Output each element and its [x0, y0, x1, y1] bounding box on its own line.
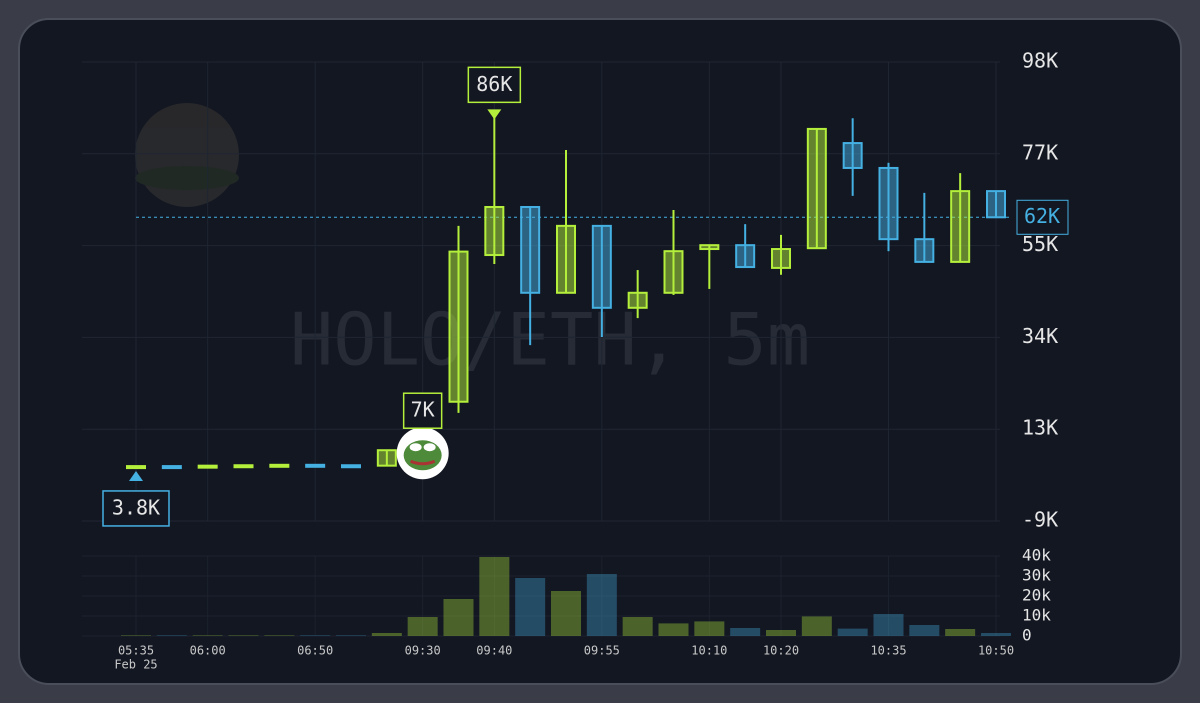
trade-icon-eye — [423, 443, 436, 452]
watermark: HOLO/ETH, 5m — [290, 298, 810, 382]
volume-bar — [766, 630, 796, 636]
marker-box — [402, 392, 443, 429]
candle-body — [735, 244, 756, 269]
volume-bar — [837, 628, 868, 636]
y-tick-label: 98K — [1022, 49, 1058, 73]
y-tick-label: -9K — [1022, 508, 1058, 532]
candle-body — [556, 224, 576, 294]
candle-body — [950, 190, 971, 263]
candle-body — [627, 291, 648, 309]
volume-tick-label: 0 — [1022, 626, 1032, 645]
y-tick-label: 77K — [1022, 140, 1058, 164]
candle-body — [197, 464, 218, 469]
volume-bar — [873, 614, 904, 636]
candle-body — [806, 127, 827, 250]
x-tick-label: 10:35 — [870, 644, 906, 658]
volume-tick-label: 30k — [1022, 566, 1051, 585]
high-marker — [487, 109, 502, 120]
volume-bar — [909, 625, 940, 636]
volume-tick-label: 20k — [1022, 586, 1051, 605]
candle-body — [269, 463, 290, 468]
candle-body — [591, 224, 612, 309]
volume-bar — [371, 633, 402, 636]
candle-body — [771, 248, 791, 269]
volume-bar — [300, 635, 331, 636]
volume-bar — [407, 617, 438, 636]
y-tick-label: 13K — [1022, 416, 1058, 440]
volume-bar — [551, 591, 581, 636]
candle-body — [520, 205, 541, 294]
x-tick-label: 05:35 — [118, 644, 154, 658]
volume-bar — [658, 623, 689, 636]
low-marker — [129, 470, 143, 481]
candle-body — [376, 449, 397, 467]
volume-bar — [121, 635, 151, 636]
x-tick-label: 10:20 — [763, 644, 799, 658]
x-tick-label: 10:10 — [691, 644, 727, 658]
marker-box — [467, 66, 522, 104]
volume-bar — [336, 635, 366, 636]
volume-bar — [586, 574, 617, 636]
candle-body — [161, 465, 182, 470]
candle-body — [878, 166, 899, 241]
candle-body — [448, 250, 469, 403]
volume-bar — [801, 616, 832, 636]
volume-bar — [228, 635, 259, 636]
candle-body — [233, 464, 254, 469]
x-tick-label: 09:40 — [476, 644, 512, 658]
candle-body — [842, 142, 863, 169]
candle-body — [663, 250, 684, 294]
candle-body — [914, 238, 935, 263]
logo — [135, 103, 239, 207]
volume-bar — [443, 599, 474, 636]
volume-bar — [479, 557, 510, 636]
candle-body — [986, 190, 1006, 219]
candle-body — [126, 465, 146, 470]
y-tick-label: 55K — [1022, 232, 1058, 256]
last-price-label: 62K — [1024, 204, 1060, 228]
last-price-box — [1016, 199, 1069, 235]
volume-bar — [264, 635, 295, 636]
marker-label: 7K — [411, 398, 435, 422]
x-tick-label: 09:30 — [405, 644, 441, 658]
volume-bar — [622, 617, 653, 636]
x-tick-label: 06:00 — [190, 644, 226, 658]
y-tick-label: 34K — [1022, 324, 1058, 348]
candle-body — [341, 464, 361, 469]
volume-bar — [515, 578, 546, 636]
trade-icon — [403, 440, 442, 471]
candle-body — [699, 244, 720, 251]
volume-bar — [156, 635, 187, 636]
volume-tick-label: 10k — [1022, 606, 1051, 625]
marker-label: 86K — [476, 72, 512, 96]
x-tick-label: 06:50 — [297, 644, 333, 658]
date-label: Feb 25 — [114, 658, 157, 672]
volume-tick-label: 40k — [1022, 546, 1051, 565]
x-tick-label: 10:50 — [978, 644, 1014, 658]
x-tick-label: 09:55 — [584, 644, 620, 658]
candle-body — [484, 205, 505, 257]
volume-bar — [694, 621, 725, 636]
candle-body — [305, 463, 326, 468]
volume-bar — [730, 628, 761, 636]
marker-label: 3.8K — [112, 495, 160, 519]
volume-bar — [192, 635, 223, 636]
marker-box — [102, 490, 170, 527]
trade-icon-eye — [409, 443, 422, 452]
trade-icon-mouth — [410, 459, 436, 466]
volume-bar — [945, 629, 976, 636]
volume-bar — [981, 633, 1011, 636]
